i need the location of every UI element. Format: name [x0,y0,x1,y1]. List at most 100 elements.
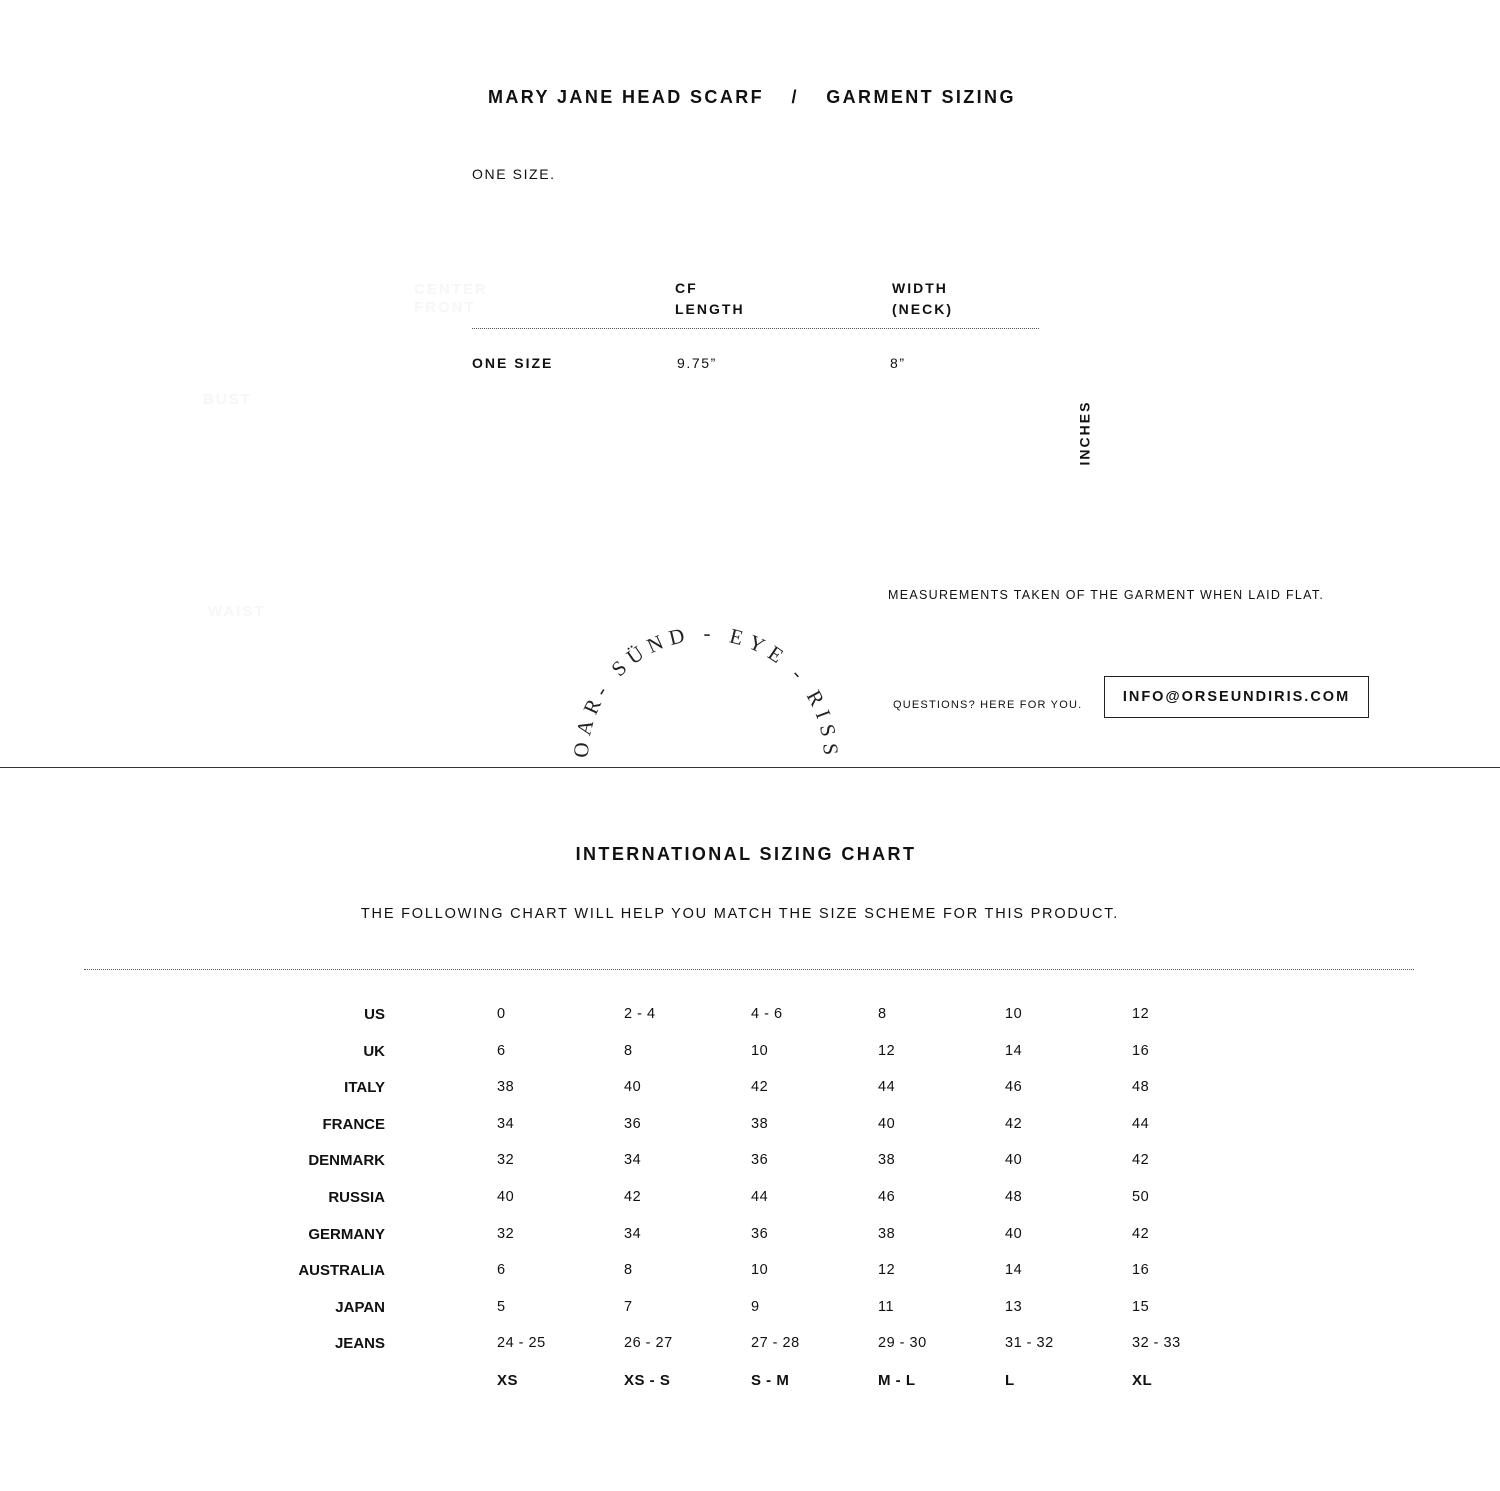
diagram-label-waist: WAIST [208,603,266,620]
size-value: 38 [751,1115,769,1132]
size-value: 16 [1132,1042,1150,1059]
size-value: 44 [1132,1115,1150,1132]
size-letter: L [1005,1372,1015,1389]
size-value: 7 [624,1298,633,1315]
row-label-one-size: ONE SIZE [472,355,554,371]
size-value: 12 [1132,1006,1150,1022]
size-value: 24 - 25 [497,1335,546,1352]
measurement-note: MEASUREMENTS TAKEN OF THE GARMENT WHEN L… [888,588,1325,602]
size-value: 14 [1005,1262,1023,1279]
size-value: 10 [751,1042,769,1059]
size-value: 38 [878,1152,896,1169]
size-value: 44 [751,1189,769,1205]
country-label: UK [363,1042,385,1060]
size-value: 46 [878,1189,896,1205]
size-value: 8 [878,1006,887,1022]
header-line: WIDTH [892,280,948,296]
size-value: 6 [497,1042,506,1059]
size-value: 44 [878,1079,896,1096]
size-letter: XS [497,1372,519,1389]
size-value: 36 [751,1152,769,1169]
size-value: 6 [497,1262,506,1279]
size-value: 42 [1132,1152,1150,1169]
size-value: 40 [1005,1225,1023,1242]
size-value: 34 [624,1225,642,1242]
size-value: 10 [751,1262,769,1279]
size-value: 2 - 4 [624,1006,656,1022]
chart-divider [84,969,1414,970]
size-value: 4 - 6 [751,1006,783,1022]
size-value: 26 - 27 [624,1335,673,1352]
size-value: 29 - 30 [878,1335,927,1352]
size-value: 5 [497,1298,506,1315]
section-name: GARMENT SIZING [826,87,1016,107]
diagram-label-bust: BUST [203,391,252,408]
center-front-line2: FRONT [414,299,476,316]
international-title: INTERNATIONAL SIZING CHART [575,844,917,864]
size-value: 34 [497,1115,515,1132]
product-name: MARY JANE HEAD SCARF [488,87,765,107]
country-label: AUSTRALIA [298,1262,385,1280]
international-subtitle: THE FOLLOWING CHART WILL HELP YOU MATCH … [360,906,1120,922]
country-label: US [364,1006,385,1023]
column-header-cf-length: CF LENGTH [675,278,745,320]
size-value: 42 [1132,1225,1150,1242]
table-divider [472,328,1039,329]
size-value: 32 - 33 [1132,1335,1181,1352]
size-value: 50 [1132,1189,1150,1205]
size-value: 38 [878,1225,896,1242]
size-letter: XS - S [624,1372,671,1389]
logo-arc-text: OAR- SÜND - EYE - RISS [569,621,843,758]
size-value: 16 [1132,1262,1150,1279]
country-label: GERMANY [308,1225,385,1243]
size-letter: S - M [751,1372,790,1389]
brand-logo-arc: OAR- SÜND - EYE - RISS [569,621,843,758]
size-value: 42 [624,1189,642,1205]
country-label: FRANCE [322,1115,386,1133]
country-label: JAPAN [335,1298,385,1316]
unit-label: INCHES [1076,400,1093,466]
questions-prompt: QUESTIONS? HERE FOR YOU. [893,699,1083,711]
size-value: 40 [878,1115,896,1132]
country-label: DENMARK [308,1152,385,1170]
country-label: ITALY [344,1079,385,1097]
size-value: 12 [878,1262,896,1279]
size-value: 42 [1005,1115,1023,1132]
size-value: 40 [1005,1152,1023,1169]
size-value: 32 [497,1225,515,1242]
size-value: 36 [624,1115,642,1132]
email-link-button[interactable]: INFO@ORSEUNDIRIS.COM [1104,676,1369,718]
size-value: 12 [878,1042,896,1059]
size-value: 32 [497,1152,515,1169]
size-value: 40 [497,1189,515,1205]
size-value: 9 [751,1298,760,1315]
size-note: ONE SIZE. [472,166,556,182]
size-value: 13 [1005,1298,1023,1315]
size-value: 14 [1005,1042,1023,1059]
header-line: CF [675,280,698,296]
size-value: 42 [751,1079,769,1096]
header-line: LENGTH [675,301,745,317]
size-value: 48 [1132,1079,1150,1096]
size-value: 15 [1132,1298,1150,1315]
size-value: 0 [497,1006,506,1022]
width-neck-value: 8” [890,355,906,371]
section-divider [0,767,1500,768]
size-value: 34 [624,1152,642,1169]
diagram-label-center-front: CENTER FRONT [414,281,488,317]
size-value: 27 - 28 [751,1335,800,1352]
country-label: JEANS [334,1335,385,1353]
cf-length-value: 9.75” [677,355,717,371]
size-value: 36 [751,1225,769,1242]
size-letter: M - L [878,1372,916,1389]
title-separator: / [791,87,799,107]
size-value: 10 [1005,1006,1023,1022]
country-label: RUSSIA [328,1189,385,1206]
header-line: (NECK) [892,301,953,317]
size-value: 48 [1005,1189,1023,1205]
size-letter: XL [1132,1372,1153,1389]
size-value: 8 [624,1042,633,1059]
size-value: 38 [497,1079,515,1096]
size-value: 8 [624,1262,633,1279]
center-front-line1: CENTER [414,281,488,298]
